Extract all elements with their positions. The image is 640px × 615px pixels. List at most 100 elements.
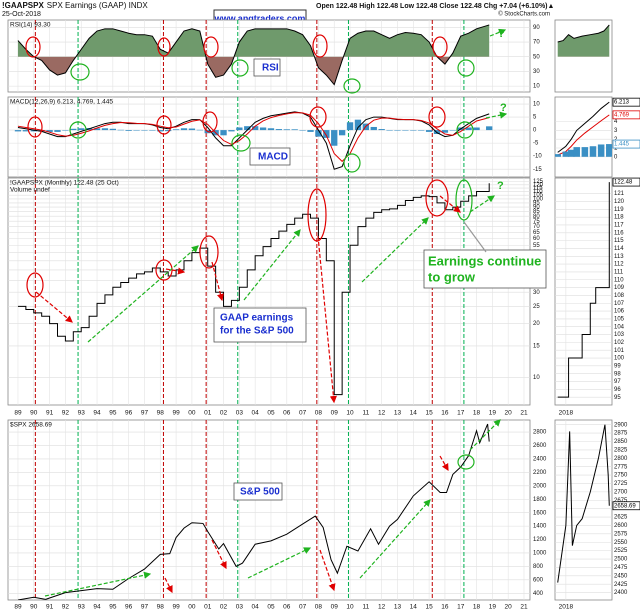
x-tick-label: 00 xyxy=(188,410,196,417)
annotation-box xyxy=(253,58,281,77)
x-tick-label: 14 xyxy=(410,604,418,611)
histogram-bar xyxy=(244,126,251,131)
legend-text: $SPX 2658.69 xyxy=(10,422,52,429)
y-tick-label: 1400 xyxy=(533,524,547,530)
histogram-bar xyxy=(606,144,612,157)
y-tick-label: 2725 xyxy=(614,481,628,487)
histogram-bar xyxy=(307,130,314,132)
quote: Open 122.48 High 122.48 Low 122.48 Close… xyxy=(316,3,554,10)
histogram-bar xyxy=(172,129,180,131)
histogram-bar xyxy=(117,129,124,131)
x-tick-label: 12 xyxy=(378,410,386,417)
y-tick-label: 2850 xyxy=(614,439,628,445)
y-tick-label: 95 xyxy=(533,200,540,206)
histogram-bar xyxy=(597,144,605,157)
y-tick-label: 105 xyxy=(614,316,625,322)
y-tick-label: 108 xyxy=(614,293,625,299)
y-tick-label: 60 xyxy=(533,236,540,242)
y-tick-label: 110 xyxy=(533,189,543,195)
histogram-bar xyxy=(441,130,449,133)
histogram-bar xyxy=(14,130,22,132)
series-line xyxy=(17,183,490,396)
highlight-ellipse xyxy=(25,36,41,58)
arrow xyxy=(243,229,301,301)
highlight-ellipse xyxy=(312,34,328,58)
y-tick-label: 112 xyxy=(614,262,624,268)
histogram-bar xyxy=(315,130,322,137)
series-line xyxy=(557,114,610,156)
highlight-ellipse xyxy=(425,179,449,217)
x-tick-label: 89 xyxy=(14,604,22,611)
histogram-bar xyxy=(338,130,346,136)
histogram-bar xyxy=(283,129,290,131)
y-tick-label: 85 xyxy=(533,209,540,215)
annotation-box xyxy=(249,147,291,166)
histogram-bar xyxy=(291,129,298,131)
series-line xyxy=(557,101,610,153)
x-tick-label: 98 xyxy=(157,604,165,611)
x-tick-label: 18 xyxy=(473,604,481,611)
x-tick-label: 21 xyxy=(520,410,528,417)
arrow xyxy=(463,221,487,253)
histogram-bar xyxy=(589,146,597,157)
x-tick-label: 18 xyxy=(473,410,481,417)
x-tick-label: 93 xyxy=(78,604,86,611)
highlight-ellipse xyxy=(457,454,475,470)
y-tick-label: 90 xyxy=(533,205,540,211)
arrow xyxy=(489,28,507,37)
histogram-bar xyxy=(259,127,267,131)
histogram-bar xyxy=(62,130,69,131)
y-tick-label: 115 xyxy=(533,186,543,192)
histogram-bar xyxy=(22,130,30,132)
x-tick-label: 04 xyxy=(252,604,260,611)
y-tick-label: 2575 xyxy=(614,531,628,537)
y-tick-label: 121 xyxy=(614,191,625,197)
series-line xyxy=(557,424,610,583)
y-tick-label: 119 xyxy=(614,207,624,213)
annotation: for the S&P 500 xyxy=(220,326,294,337)
annotation: GAAP earnings xyxy=(220,313,294,324)
x-tick-label: 16 xyxy=(441,410,449,417)
arrow xyxy=(87,245,199,343)
x-tick-label: 03 xyxy=(236,410,244,417)
x-tick-label: 04 xyxy=(252,410,260,417)
y-tick-label: 65 xyxy=(533,230,540,236)
arrow xyxy=(164,577,173,594)
arrow xyxy=(35,291,73,323)
y-tick-label: 2600 xyxy=(533,443,547,449)
price-label: 4.769 xyxy=(614,112,630,118)
highlight-ellipse xyxy=(26,272,44,298)
x-tick-label: 2018 xyxy=(559,604,574,611)
x-tick-label: 96 xyxy=(125,604,133,611)
x-tick-label: 02 xyxy=(220,410,228,417)
histogram-bar xyxy=(78,128,85,131)
x-tick-label: 15 xyxy=(425,410,433,417)
x-tick-label: 20 xyxy=(505,604,513,611)
histogram-bar xyxy=(378,129,385,131)
histogram-bar xyxy=(486,126,493,131)
panel xyxy=(554,96,613,178)
y-tick-label: 2625 xyxy=(614,515,628,521)
histogram-bar xyxy=(70,128,77,131)
histogram-bar xyxy=(473,127,480,131)
x-tick-label: 00 xyxy=(188,604,196,611)
arrow xyxy=(439,195,461,213)
y-tick-label: 3 xyxy=(614,128,618,134)
y-tick-label: 2425 xyxy=(614,582,628,588)
y-tick-label: 101 xyxy=(614,348,625,354)
y-tick-label: 30 xyxy=(533,69,540,75)
y-tick-label: 80 xyxy=(533,214,540,220)
y-tick-label: 111 xyxy=(614,270,624,276)
x-tick-label: 20 xyxy=(505,410,513,417)
highlight-ellipse xyxy=(231,59,249,77)
arrow xyxy=(165,267,186,275)
histogram-bar xyxy=(581,147,589,157)
y-tick-label: 2675 xyxy=(614,498,628,504)
x-tick-label: 06 xyxy=(283,410,291,417)
y-tick-label: -10 xyxy=(533,154,542,160)
annotation: ? xyxy=(497,180,504,192)
y-tick-label: 2400 xyxy=(533,457,547,463)
highlight-ellipse xyxy=(202,111,218,133)
y-tick-label: 1200 xyxy=(533,537,547,543)
